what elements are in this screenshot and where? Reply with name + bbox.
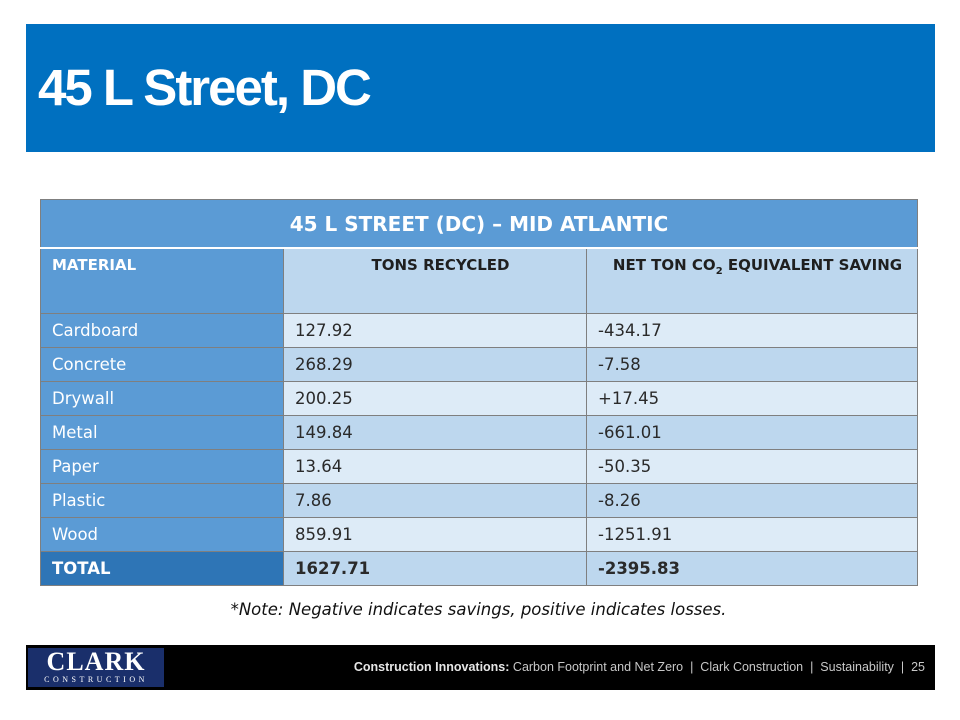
header-tons-recycled: TONS RECYCLED — [283, 247, 587, 314]
cell-material: Plastic — [40, 483, 284, 518]
cell-co2: -1251.91 — [585, 517, 919, 552]
cell-tons: 149.84 — [283, 415, 587, 450]
header-co2-prefix: NET TON CO — [612, 256, 716, 274]
cell-total-label: TOTAL — [40, 551, 284, 586]
cell-tons: 7.86 — [283, 483, 587, 518]
page-title: 45 L Street, DC — [38, 59, 372, 116]
logo-wordmark: CLARK — [46, 647, 146, 676]
cell-co2: -7.58 — [585, 347, 919, 382]
cell-tons: 127.92 — [283, 313, 587, 348]
cell-total-co2: -2395.83 — [585, 551, 919, 586]
cell-tons: 268.29 — [283, 347, 587, 382]
cell-tons: 200.25 — [283, 381, 587, 416]
footer-series-label: Construction Innovations: — [353, 660, 510, 674]
footer-separator: | — [900, 660, 905, 674]
table-title: 45 L STREET (DC) – MID ATLANTIC — [39, 199, 919, 249]
recycling-table: 45 L STREET (DC) – MID ATLANTIC MATERIAL… — [39, 199, 919, 586]
footer-separator: | — [690, 660, 694, 674]
cell-material: Cardboard — [40, 313, 284, 348]
cell-co2: -434.17 — [585, 313, 919, 348]
cell-co2: -50.35 — [585, 449, 919, 484]
footer-separator: | — [810, 660, 814, 674]
table-note: *Note: Negative indicates savings, posit… — [230, 600, 727, 619]
cell-tons: 859.91 — [283, 517, 587, 552]
title-banner: 45 L Street, DC — [26, 24, 935, 152]
table-row: Concrete 268.29 -7.58 — [40, 347, 919, 382]
footer-text: Construction Innovations: Carbon Footpri… — [354, 660, 925, 674]
cell-material: Drywall — [40, 381, 284, 416]
cell-material: Wood — [40, 517, 284, 552]
footer-bar: CLARK CONSTRUCTION Construction Innovati… — [26, 645, 935, 690]
cell-material: Paper — [40, 449, 284, 484]
header-co2-suffix: EQUIVALENT SAVING — [722, 256, 903, 274]
table-row: Drywall 200.25 +17.45 — [40, 381, 919, 416]
table-row: Plastic 7.86 -8.26 — [40, 483, 919, 518]
cell-tons: 13.64 — [283, 449, 587, 484]
table-row: Metal 149.84 -661.01 — [40, 415, 919, 450]
cell-material: Concrete — [40, 347, 284, 382]
page-number: 25 — [911, 660, 925, 674]
cell-co2: +17.45 — [585, 381, 919, 416]
cell-material: Metal — [40, 415, 284, 450]
footer-topic: Carbon Footprint and Net Zero — [509, 660, 684, 674]
table-row: Paper 13.64 -50.35 — [40, 449, 919, 484]
table-row: Wood 859.91 -1251.91 — [40, 517, 919, 552]
header-co2-saving: NET TON CO2 EQUIVALENT SAVING — [585, 247, 919, 314]
footer-company: Clark Construction — [700, 660, 804, 674]
table-row: Cardboard 127.92 -434.17 — [40, 313, 919, 348]
logo-subtitle: CONSTRUCTION — [44, 675, 148, 684]
footer-section: Sustainability — [820, 660, 894, 674]
clark-logo: CLARK CONSTRUCTION — [28, 648, 164, 687]
cell-co2: -8.26 — [585, 483, 919, 518]
header-material: MATERIAL — [40, 247, 284, 314]
header-co2-subscript: 2 — [715, 266, 723, 277]
table-total-row: TOTAL 1627.71 -2395.83 — [40, 551, 919, 586]
table-title-row: 45 L STREET (DC) – MID ATLANTIC — [39, 199, 919, 249]
cell-co2: -661.01 — [585, 415, 919, 450]
table-header-row: MATERIAL TONS RECYCLED NET TON CO2 EQUIV… — [40, 247, 919, 314]
cell-total-tons: 1627.71 — [283, 551, 587, 586]
